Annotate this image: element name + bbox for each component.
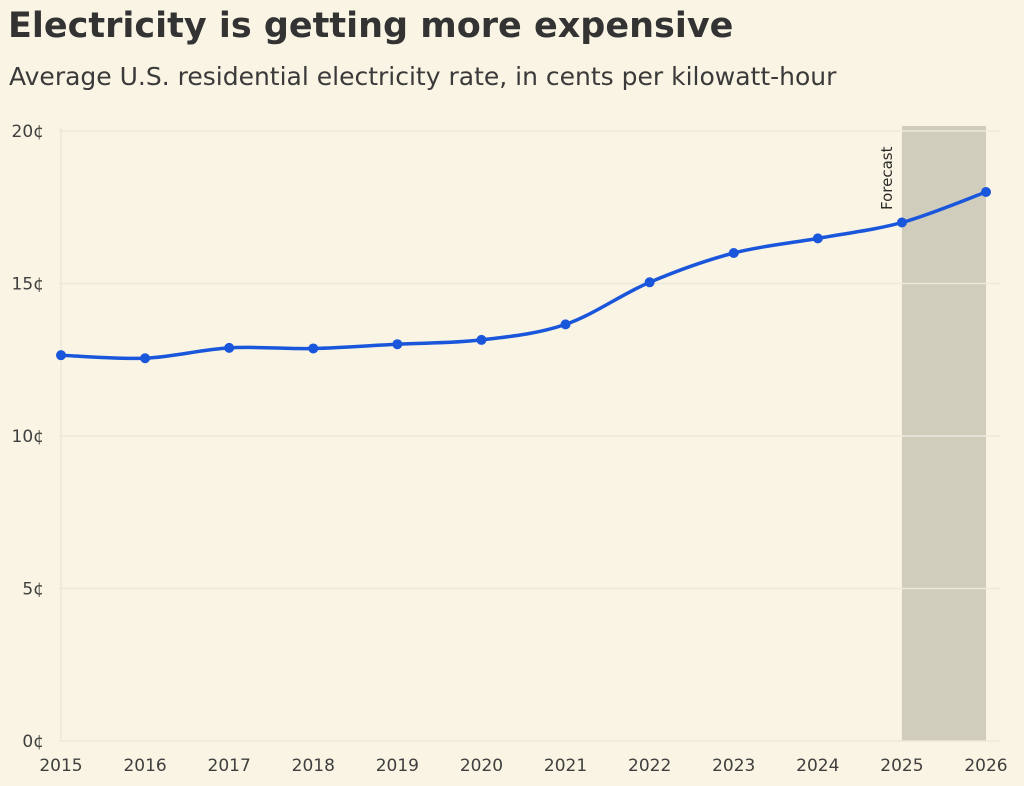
x-tick-label: 2016 (123, 756, 166, 776)
data-points (56, 187, 991, 364)
data-point (308, 343, 319, 354)
forecast-label: Forecast (878, 146, 896, 210)
data-point (56, 350, 66, 361)
y-tick-label: 0¢ (22, 732, 44, 752)
chart-subtitle: Average U.S. residential electricity rat… (9, 62, 837, 91)
y-tick-label: 15¢ (12, 275, 44, 295)
x-tick-label: 2026 (964, 756, 1007, 776)
x-tick-label: 2024 (796, 756, 839, 776)
data-point (896, 217, 907, 228)
x-tick-label: 2015 (39, 756, 82, 776)
data-point (728, 248, 739, 258)
x-axis: 2015 2016 2017 2018 2019 2020 2021 2022 2023 2024… (39, 756, 1007, 776)
forecast-band (901, 126, 986, 741)
x-tick-label: 2020 (460, 756, 503, 776)
series-line (59, 190, 988, 361)
x-tick-label: 2025 (880, 756, 923, 776)
x-tick-label: 2019 (376, 756, 419, 776)
data-point (224, 342, 235, 353)
x-tick-label: 2018 (292, 756, 335, 776)
x-tick-label: 2017 (208, 756, 251, 776)
y-axis: 0¢ 5¢ 10¢ 15¢ 20¢ (12, 122, 44, 752)
y-tick-label: 10¢ (12, 427, 44, 447)
data-point (644, 277, 655, 288)
data-point (981, 187, 991, 197)
y-tick-label: 5¢ (22, 580, 44, 600)
x-tick-label: 2023 (712, 756, 755, 776)
data-point (812, 233, 823, 244)
data-point (560, 319, 571, 330)
grid-lines (59, 130, 1000, 742)
data-point (476, 334, 487, 345)
x-tick-label: 2022 (628, 756, 671, 776)
data-point (140, 353, 151, 364)
chart-title: Electricity is getting more expensive (8, 6, 734, 46)
x-tick-label: 2021 (544, 756, 587, 776)
y-tick-label: 20¢ (12, 122, 44, 142)
data-point (392, 339, 403, 350)
